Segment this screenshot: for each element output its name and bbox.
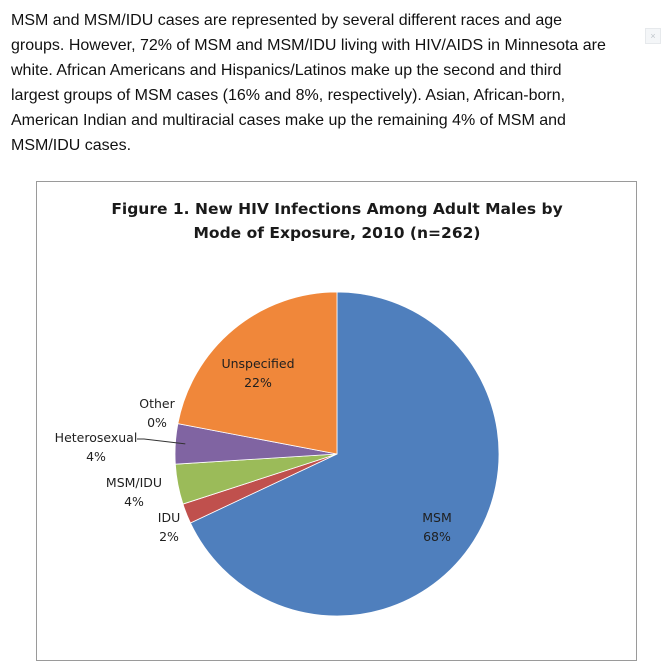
slice-percent-heterosexual: 4% <box>86 449 106 464</box>
slice-label-msm: MSM <box>422 510 452 525</box>
pie-slices <box>174 291 500 617</box>
chart-frame: Figure 1. New HIV Infections Among Adult… <box>36 181 637 661</box>
leader-line-heterosexual <box>137 438 186 445</box>
slice-percent-unspecified: 22% <box>244 375 272 390</box>
pie-chart: Figure 1. New HIV Infections Among Adult… <box>55 200 563 617</box>
slice-percent-msm-idu: 4% <box>124 494 144 509</box>
slice-label-unspecified: Unspecified <box>221 356 294 371</box>
slice-percent-idu: 2% <box>159 529 179 544</box>
chart-title: Figure 1. New HIV Infections Among Adult… <box>111 200 562 218</box>
pie-slice-unspecified <box>177 291 338 455</box>
slice-label-idu: IDU <box>158 510 180 525</box>
slice-percent-other: 0% <box>147 415 167 430</box>
pie-labels: MSM68%IDU2%MSM/IDU4%Heterosexual4%Other0… <box>55 356 452 544</box>
intro-paragraph: MSM and MSM/IDU cases are represented by… <box>11 12 606 154</box>
slice-label-other: Other <box>139 396 175 411</box>
pie-slice-msm <box>189 291 500 617</box>
slice-label-msm-idu: MSM/IDU <box>106 475 162 490</box>
slice-percent-msm: 68% <box>423 529 451 544</box>
close-icon[interactable]: × <box>645 28 661 44</box>
slice-label-heterosexual: Heterosexual <box>55 430 138 445</box>
chart-subtitle: Mode of Exposure, 2010 (n=262) <box>194 224 481 242</box>
